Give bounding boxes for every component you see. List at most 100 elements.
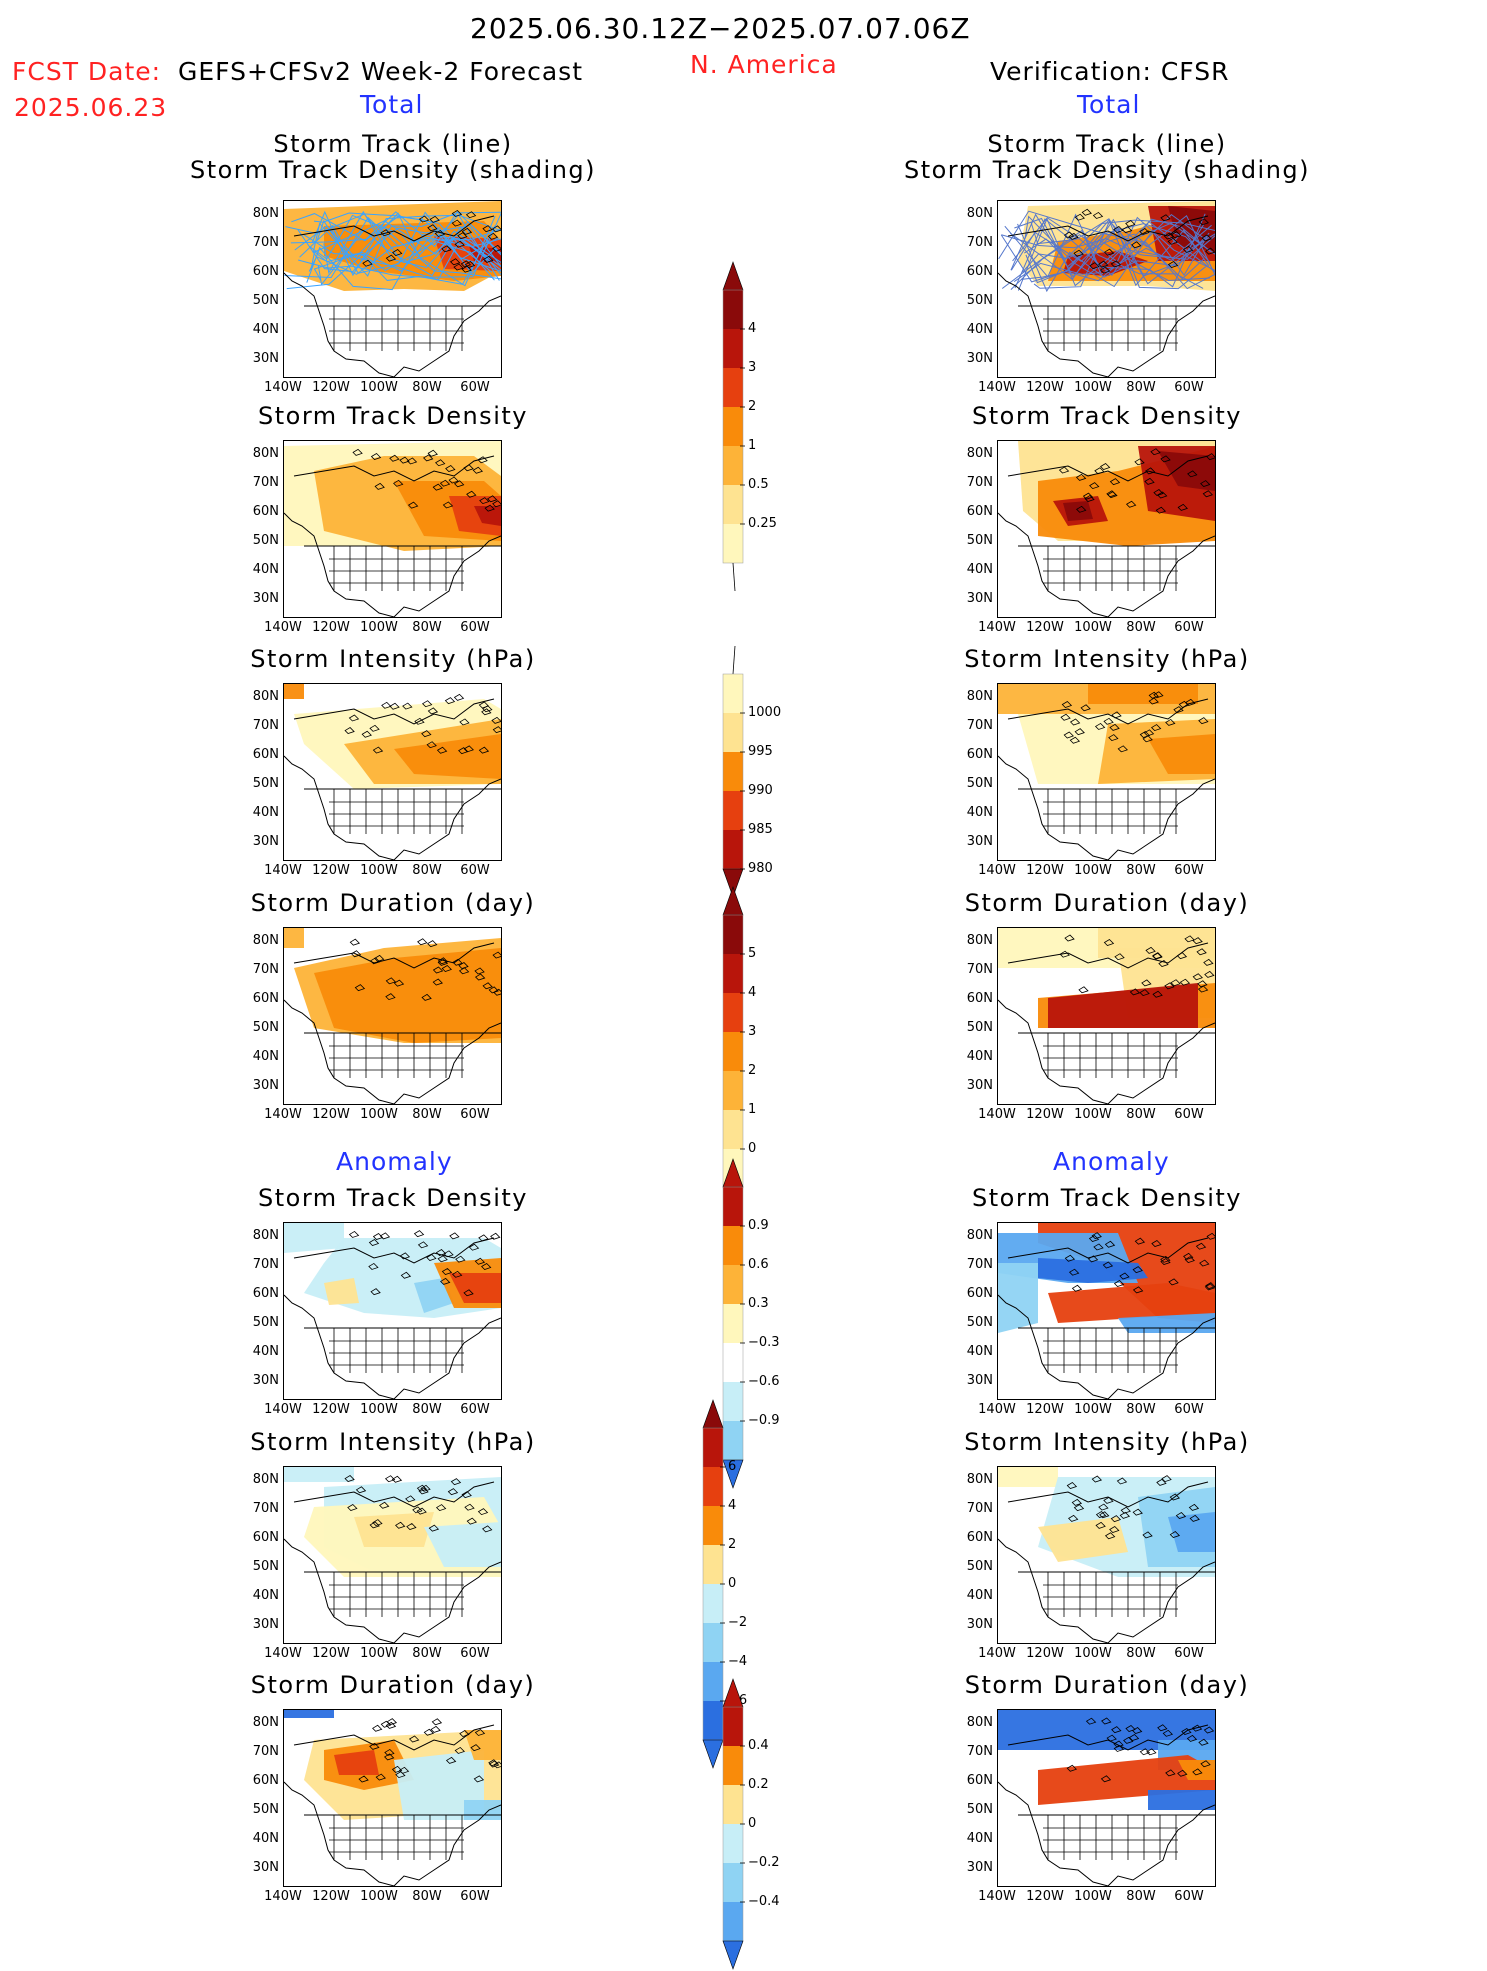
lon-label: 100W bbox=[1071, 1646, 1115, 1661]
lat-label: 60N bbox=[953, 504, 993, 519]
colorbar-label: 985 bbox=[748, 822, 773, 837]
lat-label: 30N bbox=[953, 1860, 993, 1875]
lat-label: 60N bbox=[239, 747, 279, 762]
lat-label: 50N bbox=[953, 1315, 993, 1330]
lon-label: 120W bbox=[309, 1402, 353, 1417]
lat-label: 30N bbox=[239, 1860, 279, 1875]
lon-label: 140W bbox=[975, 1646, 1019, 1661]
verification-map-5 bbox=[997, 1466, 1216, 1644]
fcst-date-label: FCST Date: bbox=[12, 57, 161, 86]
lon-label: 140W bbox=[261, 863, 305, 878]
lat-label: 30N bbox=[239, 591, 279, 606]
lon-label: 120W bbox=[309, 620, 353, 635]
lon-label: 120W bbox=[1023, 1646, 1067, 1661]
lat-label: 80N bbox=[953, 689, 993, 704]
verification-map-6 bbox=[997, 1709, 1216, 1887]
lat-label: 30N bbox=[953, 1373, 993, 1388]
colorbar-label: −0.2 bbox=[748, 1855, 780, 1870]
colorbar-label: 0.9 bbox=[748, 1218, 769, 1233]
colorbar-label: 5 bbox=[748, 946, 756, 961]
lon-label: 100W bbox=[357, 1107, 401, 1122]
lat-label: 40N bbox=[239, 1831, 279, 1846]
lon-label: 80W bbox=[1119, 380, 1163, 395]
colorbar-label: 6 bbox=[728, 1459, 736, 1474]
colorbar-label: 0 bbox=[748, 1816, 756, 1831]
total-label-left: Total bbox=[360, 90, 423, 119]
forecast-map-0 bbox=[283, 200, 502, 378]
lat-label: 30N bbox=[239, 834, 279, 849]
anomaly-label-left: Anomaly bbox=[336, 1147, 453, 1176]
colorbar-label: 1 bbox=[748, 438, 756, 453]
lon-label: 80W bbox=[405, 1107, 449, 1122]
lat-label: 40N bbox=[239, 1049, 279, 1064]
colorbar-label: −0.4 bbox=[748, 1894, 780, 1909]
lat-label: 50N bbox=[239, 1559, 279, 1574]
colorbar-label: 4 bbox=[748, 985, 756, 1000]
colorbar-label: −4 bbox=[728, 1654, 747, 1669]
lat-label: 40N bbox=[239, 1588, 279, 1603]
lon-label: 120W bbox=[309, 1889, 353, 1904]
lat-label: 30N bbox=[239, 1617, 279, 1632]
colorbar-label: 2 bbox=[728, 1537, 736, 1552]
lon-label: 60W bbox=[453, 863, 497, 878]
verification-map-3 bbox=[997, 927, 1216, 1105]
panel-title: Storm Track Density bbox=[183, 1184, 603, 1212]
lat-label: 60N bbox=[239, 504, 279, 519]
fcst-model: GEFS+CFSv2 Week-2 Forecast bbox=[178, 57, 583, 86]
verification-map-1 bbox=[997, 440, 1216, 618]
colorbar-label: −0.3 bbox=[748, 1335, 780, 1350]
lat-label: 80N bbox=[239, 1715, 279, 1730]
panel-title: Storm Intensity (hPa) bbox=[897, 1428, 1317, 1456]
lat-label: 50N bbox=[239, 1802, 279, 1817]
lon-label: 80W bbox=[405, 620, 449, 635]
lon-label: 60W bbox=[453, 1107, 497, 1122]
colorbar-label: 0.25 bbox=[748, 516, 777, 531]
lon-label: 100W bbox=[357, 620, 401, 635]
lat-label: 60N bbox=[953, 1773, 993, 1788]
lon-label: 60W bbox=[453, 380, 497, 395]
fcst-date: 2025.06.23 bbox=[14, 93, 167, 122]
panel-title: Storm Track Density bbox=[183, 402, 603, 430]
lon-label: 100W bbox=[1071, 1107, 1115, 1122]
panel-title: Storm Track Density bbox=[897, 1184, 1317, 1212]
lat-label: 80N bbox=[953, 446, 993, 461]
lon-label: 100W bbox=[1071, 620, 1115, 635]
anomaly-label-right: Anomaly bbox=[1053, 1147, 1170, 1176]
lon-label: 60W bbox=[1167, 863, 1211, 878]
panel-title: Storm Duration (day) bbox=[897, 1671, 1317, 1699]
lat-label: 60N bbox=[239, 991, 279, 1006]
lat-label: 30N bbox=[953, 351, 993, 366]
lon-label: 80W bbox=[405, 380, 449, 395]
forecast-map-5 bbox=[283, 1466, 502, 1644]
lat-label: 70N bbox=[239, 1744, 279, 1759]
colorbar-density-total bbox=[718, 260, 748, 593]
forecast-map-4 bbox=[283, 1222, 502, 1400]
lon-label: 100W bbox=[1071, 380, 1115, 395]
lat-label: 50N bbox=[953, 293, 993, 308]
lat-label: 70N bbox=[239, 1257, 279, 1272]
lon-label: 140W bbox=[975, 1889, 1019, 1904]
lat-label: 60N bbox=[953, 991, 993, 1006]
colorbar-label: 0 bbox=[728, 1576, 736, 1591]
lon-label: 120W bbox=[1023, 380, 1067, 395]
lon-label: 140W bbox=[261, 620, 305, 635]
lon-label: 100W bbox=[357, 380, 401, 395]
lat-label: 40N bbox=[953, 1344, 993, 1359]
lon-label: 120W bbox=[309, 1646, 353, 1661]
lat-label: 30N bbox=[953, 591, 993, 606]
colorbar-label: 0.5 bbox=[748, 477, 769, 492]
lat-label: 60N bbox=[239, 1286, 279, 1301]
colorbar-label: 0 bbox=[748, 1141, 756, 1156]
panel-title: Storm Duration (day) bbox=[183, 889, 603, 917]
lon-label: 60W bbox=[453, 1402, 497, 1417]
lat-label: 60N bbox=[953, 264, 993, 279]
panel-title: Storm Intensity (hPa) bbox=[183, 645, 603, 673]
lat-label: 40N bbox=[239, 805, 279, 820]
lat-label: 50N bbox=[239, 1315, 279, 1330]
lat-label: 50N bbox=[953, 533, 993, 548]
lat-label: 70N bbox=[953, 475, 993, 490]
colorbar-label: 2 bbox=[748, 399, 756, 414]
lat-label: 80N bbox=[953, 1472, 993, 1487]
colorbar-label: −0.9 bbox=[748, 1413, 780, 1428]
panel-title: Storm Duration (day) bbox=[183, 1671, 603, 1699]
